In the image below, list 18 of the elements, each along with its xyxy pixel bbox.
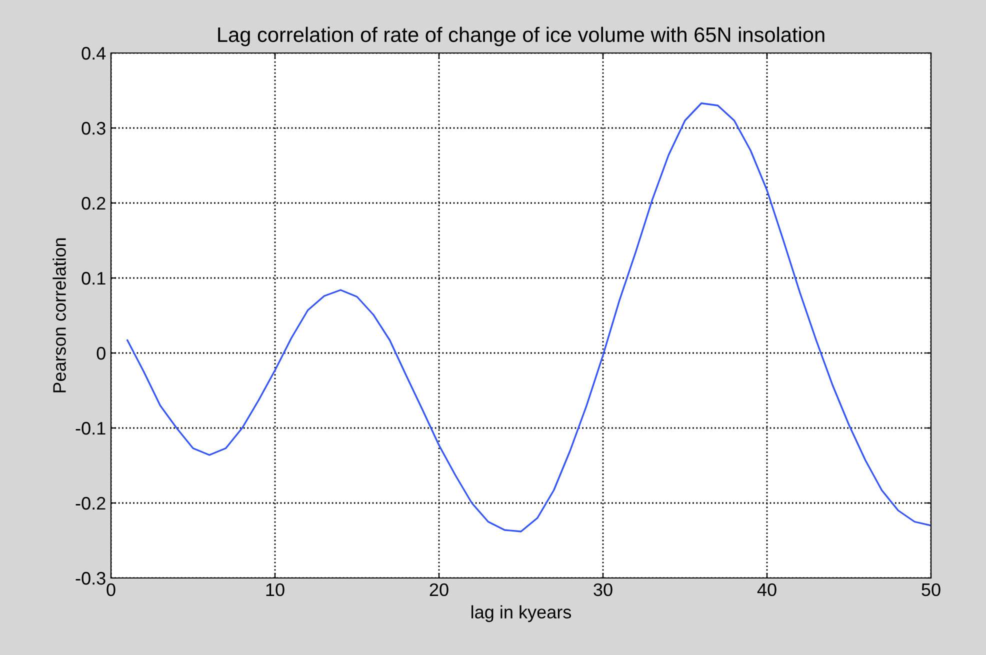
- x-tick-label: 40: [757, 583, 776, 596]
- y-tick-label: -0.3: [76, 572, 106, 585]
- x-tick-label: 10: [266, 583, 284, 596]
- x-tick-label: 20: [430, 583, 448, 596]
- y-tick-label: -0.1: [76, 422, 106, 435]
- x-tick-label: 30: [594, 583, 612, 596]
- y-tick-label: 0.4: [82, 46, 106, 60]
- y-axis-title: Pearson correlation: [52, 238, 66, 392]
- y-tick-label: 0: [96, 346, 106, 360]
- y-tick-label: 0.2: [82, 196, 106, 210]
- y-tick-label: 0.1: [82, 272, 106, 285]
- x-tick-label: 50: [922, 583, 940, 596]
- y-tick-label: 0.3: [82, 122, 106, 135]
- line-series: [126, 102, 931, 532]
- y-tick-label: -0.2: [76, 496, 106, 510]
- chart-title: Lag correlation of rate of change of ice volume with 65N insolation: [218, 26, 824, 46]
- x-axis-title: lag in kyears: [472, 605, 572, 622]
- x-tick-label: 0: [106, 583, 116, 596]
